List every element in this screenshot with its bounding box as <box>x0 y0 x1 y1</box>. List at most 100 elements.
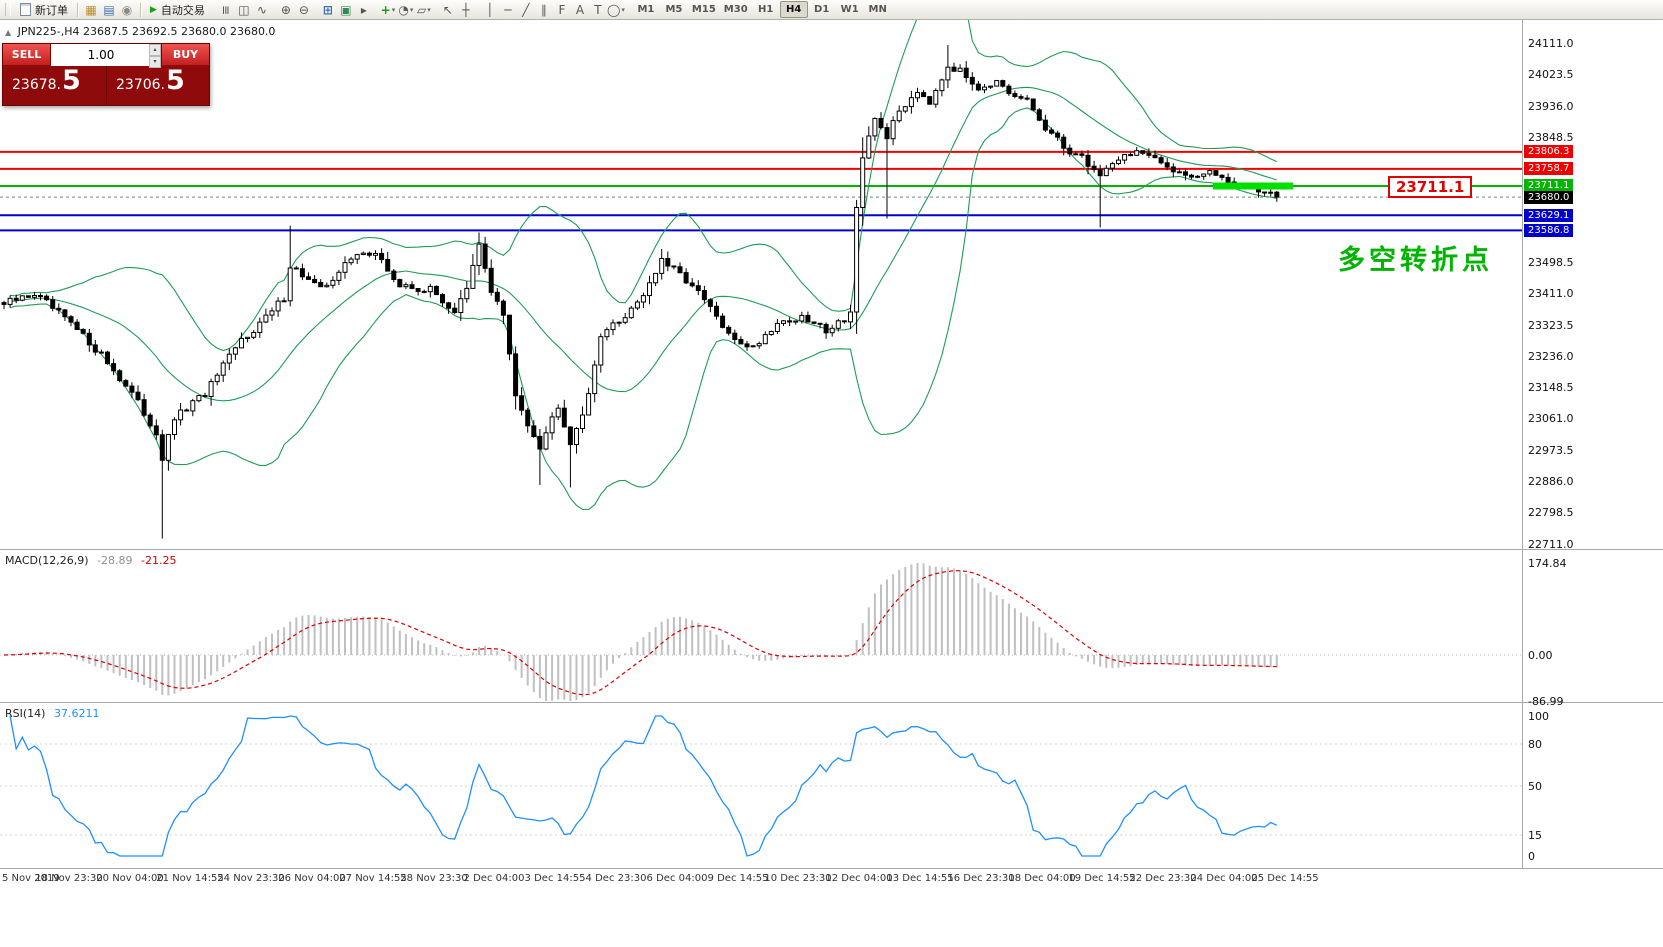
buy-button[interactable]: BUY <box>162 44 209 65</box>
timeframe-M5[interactable]: M5 <box>665 4 683 15</box>
new-order-icon <box>20 3 31 16</box>
zoom-in-icon[interactable]: ⊕ <box>280 2 291 17</box>
timeframe-M15[interactable]: M15 <box>691 4 716 15</box>
price-axis-label: 24023.5 <box>1528 68 1574 81</box>
profiles-icon[interactable]: ▤ <box>103 2 115 17</box>
panel-separator[interactable] <box>0 868 1663 869</box>
label-icon[interactable]: T <box>594 2 602 17</box>
rsi-axis-label: 100 <box>1528 710 1549 723</box>
time-axis-label: 12 Dec 04:00 <box>825 873 893 884</box>
zoom-out-icon[interactable]: ⊖ <box>298 2 309 17</box>
trendline-icon[interactable]: ╱ <box>522 2 530 17</box>
time-axis-label: 6 Dec 04:00 <box>646 873 708 884</box>
autotrading-play-icon: ▶ <box>150 4 157 15</box>
timeframe-H1[interactable]: H1 <box>758 4 774 15</box>
time-axis-label: 24 Dec 04:00 <box>1190 873 1258 884</box>
candlestick-chart-icon[interactable]: ◫ <box>238 2 250 17</box>
tile-windows-icon[interactable]: ⊞ <box>322 2 333 17</box>
timeframe-W1[interactable]: W1 <box>840 4 859 15</box>
bar-chart-icon[interactable]: ≡ <box>218 4 233 15</box>
price-axis-flag: 23586.8 <box>1524 224 1574 237</box>
macd-histogram <box>9 563 1278 701</box>
sell-button[interactable]: SELL <box>3 44 50 65</box>
time-axis[interactable]: 5 Nov 2019 18 Nov 23:30 20 Nov 04:00 21 Nov… <box>0 869 1522 891</box>
price-axis-flag: 23711.1 <box>1524 179 1574 192</box>
timeframe-D1[interactable]: D1 <box>814 4 830 15</box>
current-price-flag: 23680.0 <box>1524 191 1574 204</box>
cursor-icon[interactable]: ↖ <box>442 2 453 17</box>
price-axis-flag: 23806.3 <box>1524 145 1574 158</box>
time-axis-label: 21 Nov 14:55 <box>156 873 224 884</box>
time-axis-label: 27 Nov 14:55 <box>339 873 407 884</box>
channel-icon[interactable]: ∥ <box>540 2 547 17</box>
panel-separator[interactable] <box>0 702 1663 703</box>
price-axis-label: 22886.0 <box>1528 475 1574 488</box>
templates-icon[interactable]: ▱ ▾ <box>417 2 431 17</box>
rsi-panel[interactable] <box>0 703 1522 868</box>
dropdown-arrow-icon: ▾ <box>391 5 396 14</box>
price-axis-border <box>1522 20 1523 868</box>
periods-icon[interactable]: ◔ ▾ <box>398 2 414 17</box>
price-axis-label: 23061.0 <box>1528 412 1574 425</box>
price-callout[interactable]: 23711.1 <box>1388 176 1473 198</box>
sell-price-main: 23678. <box>12 77 61 93</box>
candles-layer <box>1 45 1280 539</box>
timeframe-M30[interactable]: M30 <box>723 4 748 15</box>
price-axis[interactable]: 24111.0 24023.5 23936.0 23848.5 23498.5 23411… <box>1523 20 1663 870</box>
symbol-ohlc-text: JPN225-,H4 23687.5 23692.5 23680.0 23680… <box>17 25 276 38</box>
price-axis-label: 22798.5 <box>1528 506 1574 519</box>
rsi-axis-label: 0 <box>1528 850 1535 863</box>
macd-indicator-label: MACD(12,26,9) -28.89 -21.25 <box>5 554 176 567</box>
time-axis-label: 26 Nov 04:00 <box>278 873 346 884</box>
indicators-icon[interactable]: + ▾ <box>380 2 396 17</box>
turning-point-highlight[interactable] <box>1213 182 1293 190</box>
macd-axis-label: 174.84 <box>1528 557 1567 570</box>
macd-axis-label: 0.00 <box>1528 649 1553 662</box>
annotation-note: 多空转折点 <box>1338 245 1493 276</box>
price-axis-label: 22973.5 <box>1528 444 1574 457</box>
time-axis-label: 20 Nov 04:00 <box>96 873 164 884</box>
sell-price-big-digit: 5 <box>62 65 81 96</box>
new-order-label: 新订单 <box>35 3 68 17</box>
price-axis-label: 23848.5 <box>1528 131 1574 144</box>
macd-panel[interactable] <box>0 550 1522 702</box>
one-click-trading-panel: SELL ▴ ▾ BUY 23678.5 23706.5 <box>2 43 210 106</box>
time-axis-label: 18 Dec 04:00 <box>1008 873 1076 884</box>
price-axis-label: 23323.5 <box>1528 319 1574 332</box>
vertical-line-icon[interactable]: │ <box>486 2 494 17</box>
sounds-icon[interactable]: ◉ <box>121 2 133 17</box>
toolbar: 新订单 ▦ ▤ ◉ ▶ 自动交易 ≡ ◫ ∿ ⊕ ⊖ ⊞ ▣ ▸ + ▾ ◔ ▾ ▱ ▾ ↖ ┼ │ ─ ╱ ∥ F A T ◯ ▾… <box>0 0 1663 20</box>
line-chart-icon[interactable]: ∿ <box>256 2 267 17</box>
horizontal-line-icon[interactable]: ─ <box>504 2 512 17</box>
dropdown-arrow-icon: ▾ <box>621 5 625 14</box>
main-chart[interactable] <box>0 20 1522 549</box>
price-axis-label: 23148.5 <box>1528 381 1574 394</box>
volume-input[interactable] <box>51 44 161 66</box>
macd-value: -28.89 <box>97 554 133 567</box>
new-chart-icon[interactable]: ▦ <box>85 2 97 17</box>
time-axis-label: 4 Dec 23:30 <box>585 873 647 884</box>
text-icon[interactable]: A <box>575 2 585 17</box>
crosshair-icon[interactable]: ┼ <box>462 2 470 17</box>
fibonacci-icon[interactable]: F <box>558 2 566 17</box>
volume-decrease-button[interactable]: ▾ <box>149 56 161 68</box>
timeframe-H4[interactable]: H4 <box>779 1 808 18</box>
price-axis-label: 24111.0 <box>1528 37 1574 50</box>
price-axis-label: 23498.5 <box>1528 256 1574 269</box>
chart-shift-icon[interactable]: ▸ <box>360 2 367 17</box>
dropdown-arrow-icon: ▾ <box>409 5 414 14</box>
time-axis-label: 16 Dec 23:30 <box>947 873 1015 884</box>
timeframe-M1[interactable]: M1 <box>637 4 655 15</box>
time-axis-label: 28 Nov 23:30 <box>400 873 468 884</box>
time-axis-label: 24 Nov 23:30 <box>217 873 285 884</box>
time-axis-label: 10 Dec 23:30 <box>764 873 832 884</box>
autotrading-button[interactable]: ▶ 自动交易 <box>145 1 210 19</box>
volume-increase-button[interactable]: ▴ <box>149 44 161 56</box>
time-axis-label: 25 Dec 14:55 <box>1251 873 1319 884</box>
auto-arrange-icon[interactable]: ▣ <box>340 2 352 17</box>
price-axis-flag: 23629.1 <box>1524 209 1574 222</box>
shapes-icon[interactable]: ◯ ▾ <box>606 2 625 17</box>
panel-separator[interactable] <box>0 549 1663 550</box>
new-order-button[interactable]: 新订单 <box>15 1 73 19</box>
timeframe-MN[interactable]: MN <box>868 4 887 15</box>
